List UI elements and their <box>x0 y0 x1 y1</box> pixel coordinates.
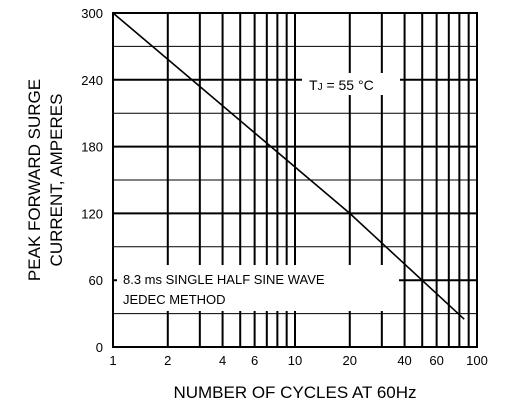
x-tick-label: 60 <box>429 353 443 368</box>
wave-annotation-line2: JEDEC METHOD <box>123 292 226 307</box>
x-tick-label: 20 <box>343 353 357 368</box>
x-tick-label: 6 <box>251 353 258 368</box>
y-tick-label: 0 <box>96 340 103 355</box>
plot-frame <box>112 12 478 348</box>
y-tick-label: 60 <box>89 273 103 288</box>
wave-annotation: 8.3 ms SINGLE HALF SINE WAVE JEDEC METHO… <box>117 265 399 311</box>
x-tick-label: 40 <box>397 353 411 368</box>
x-tick-label: 10 <box>288 353 302 368</box>
y-tick-label: 180 <box>81 140 103 155</box>
x-tick-label: 2 <box>164 353 171 368</box>
x-tick-label: 1 <box>109 353 116 368</box>
x-axis-title: NUMBER OF CYCLES AT 60Hz <box>173 383 416 402</box>
x-tick-label: 4 <box>219 353 226 368</box>
tj-prefix: T <box>309 77 318 93</box>
tj-subscript: J <box>318 82 323 93</box>
tj-annotation: TJ = 55 °C <box>302 73 400 95</box>
wave-annotation-line1: 8.3 ms SINGLE HALF SINE WAVE <box>123 272 325 287</box>
x-tick-label: 100 <box>466 353 488 368</box>
y-axis-title-line2: CURRENT, AMPERES <box>47 94 66 267</box>
y-tick-label: 300 <box>81 6 103 21</box>
x-tick-labels: 1 2 4 6 10 20 40 60 100 <box>109 353 487 368</box>
y-tick-label: 120 <box>81 206 103 221</box>
y-axis-title-line1: PEAK FORWARD SURGE <box>25 79 44 281</box>
y-tick-labels: 0 60 120 180 240 300 <box>81 6 103 355</box>
y-tick-label: 240 <box>81 73 103 88</box>
svg-text:TJ = 55 °C: TJ = 55 °C <box>309 77 374 93</box>
tj-value: = 55 °C <box>323 77 374 93</box>
surge-current-curve <box>112 12 465 320</box>
